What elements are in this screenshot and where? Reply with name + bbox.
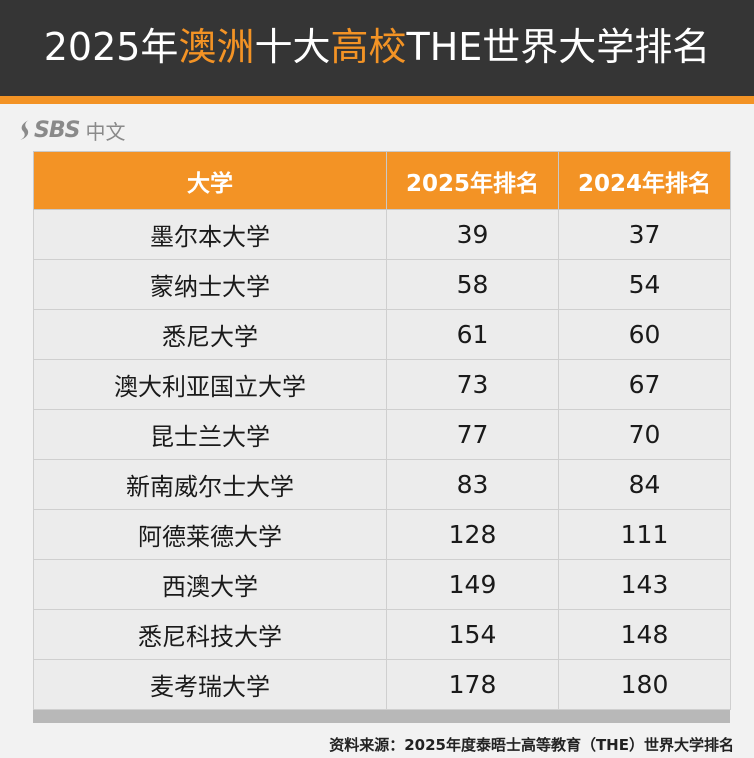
- table-row: 墨尔本大学 39 37: [33, 209, 731, 260]
- university-name: 澳大利亚国立大学: [33, 359, 387, 410]
- rank-2024: 111: [558, 509, 731, 560]
- rank-2025: 154: [386, 609, 559, 660]
- column-header-rank-2024: 2024年排名: [558, 151, 731, 210]
- rank-2024: 180: [558, 659, 731, 710]
- university-name: 悉尼大学: [33, 309, 387, 360]
- header-banner: [0, 0, 754, 96]
- page-title: 2025年澳洲十大高校THE世界大学排名: [0, 18, 754, 76]
- university-name: 墨尔本大学: [33, 209, 387, 260]
- title-ranking: THE世界大学排名: [406, 25, 711, 69]
- rank-2025: 149: [386, 559, 559, 610]
- brand-name: SBS: [34, 117, 80, 143]
- rank-2024: 143: [558, 559, 731, 610]
- table-row: 阿德莱德大学 128 111: [33, 509, 731, 560]
- rank-2025: 128: [386, 509, 559, 560]
- rank-2025: 77: [386, 409, 559, 460]
- university-name: 蒙纳士大学: [33, 259, 387, 310]
- table-row: 澳大利亚国立大学 73 67: [33, 359, 731, 410]
- rank-2025: 178: [386, 659, 559, 710]
- title-highlight-universities: 高校: [330, 25, 407, 69]
- university-name: 西澳大学: [33, 559, 387, 610]
- table-row: 悉尼科技大学 154 148: [33, 609, 731, 660]
- university-name: 悉尼科技大学: [33, 609, 387, 660]
- table-row: 麦考瑞大学 178 180: [33, 659, 731, 710]
- rank-2024: 54: [558, 259, 731, 310]
- table-header-row: 大学 2025年排名 2024年排名: [33, 151, 731, 210]
- column-header-university: 大学: [33, 151, 387, 210]
- rank-2025: 73: [386, 359, 559, 410]
- rank-2025: 83: [386, 459, 559, 510]
- brand-language: 中文: [85, 119, 126, 144]
- ranking-table-container: 大学 2025年排名 2024年排名 墨尔本大学 39 37 蒙纳士大学 58 …: [33, 151, 731, 723]
- university-name: 新南威尔士大学: [33, 459, 387, 510]
- university-name: 昆士兰大学: [33, 409, 387, 460]
- rank-2024: 70: [558, 409, 731, 460]
- rank-2024: 148: [558, 609, 731, 660]
- rank-2025: 61: [386, 309, 559, 360]
- title-year: 2025年: [43, 25, 179, 69]
- rank-2024: 84: [558, 459, 731, 510]
- column-header-rank-2025: 2025年排名: [386, 151, 559, 210]
- source-note: 资料来源：2025年度泰晤士高等教育（THE）世界大学排名: [329, 736, 734, 754]
- header-accent-stripe: [0, 96, 754, 104]
- title-top-ten: 十大: [254, 25, 331, 69]
- university-name: 麦考瑞大学: [33, 659, 387, 710]
- table-row: 蒙纳士大学 58 54: [33, 259, 731, 310]
- table-row: 西澳大学 149 143: [33, 559, 731, 610]
- table-row: 悉尼大学 61 60: [33, 309, 731, 360]
- table-row: 新南威尔士大学 83 84: [33, 459, 731, 510]
- rank-2025: 58: [386, 259, 559, 310]
- title-highlight-australia: 澳洲: [178, 25, 255, 69]
- sbs-logo: SBS 中文: [18, 116, 125, 144]
- ranking-table: 大学 2025年排名 2024年排名 墨尔本大学 39 37 蒙纳士大学 58 …: [33, 151, 731, 710]
- university-name: 阿德莱德大学: [33, 509, 387, 560]
- rank-2024: 37: [558, 209, 731, 260]
- rank-2024: 60: [558, 309, 731, 360]
- rank-2024: 67: [558, 359, 731, 410]
- table-row: 昆士兰大学 77 70: [33, 409, 731, 460]
- rank-2025: 39: [386, 209, 559, 260]
- sbs-swoosh-icon: [18, 119, 32, 141]
